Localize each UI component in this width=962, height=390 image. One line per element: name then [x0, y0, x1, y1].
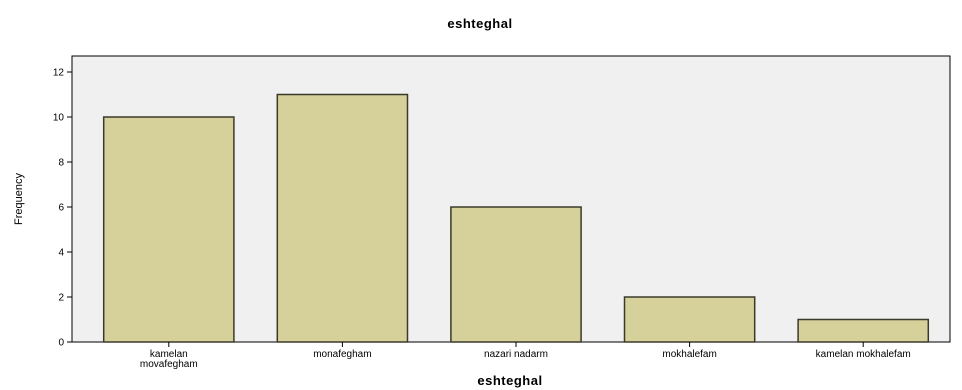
bar — [276, 93, 409, 343]
x-tick-label: kamelan mokhalefam — [816, 349, 911, 360]
y-tick-label: 0 — [58, 338, 64, 349]
y-tick-label: 2 — [58, 293, 64, 304]
y-axis: 0 2 4 6 8 10 12 — [53, 68, 72, 349]
chart-title: eshteghal — [447, 16, 512, 31]
bar — [102, 116, 235, 343]
y-tick-label: 12 — [53, 68, 65, 79]
bars-group — [102, 93, 930, 343]
bar — [797, 318, 930, 343]
x-tick-label: monafegham — [313, 349, 371, 360]
bar — [623, 296, 756, 343]
y-tick-label: 8 — [58, 158, 64, 169]
x-axis-label: eshteghal — [477, 373, 542, 388]
x-tick-label: kamelan — [150, 349, 188, 360]
bar — [450, 206, 582, 343]
x-tick-label: mokhalefam — [662, 349, 716, 360]
y-axis-label: Frequency — [13, 173, 25, 225]
x-tick-label: movafegham — [140, 359, 198, 370]
x-tick-label: nazari nadarm — [484, 349, 548, 360]
y-tick-label: 4 — [58, 248, 64, 259]
y-tick-label: 6 — [58, 203, 64, 214]
y-tick-label: 10 — [53, 113, 65, 124]
